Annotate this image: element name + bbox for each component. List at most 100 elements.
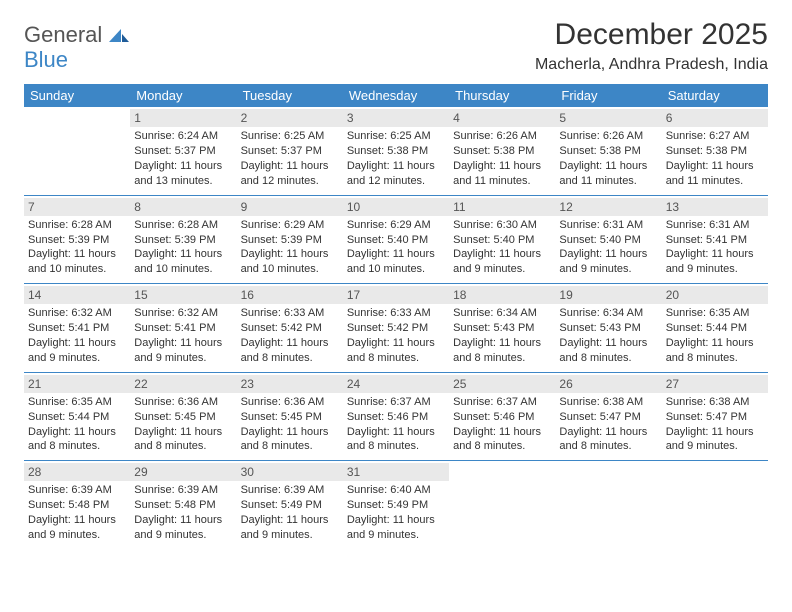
sunset-line: Sunset: 5:41 PM: [134, 321, 232, 336]
sunrise-line: Sunrise: 6:34 AM: [559, 306, 657, 321]
daylight-line: Daylight: 11 hours and 11 minutes.: [453, 159, 551, 189]
sunset-line: Sunset: 5:38 PM: [559, 144, 657, 159]
daylight-line: Daylight: 11 hours and 9 minutes.: [666, 425, 764, 455]
day-header: Friday: [555, 84, 661, 107]
sunrise-line: Sunrise: 6:35 AM: [666, 306, 764, 321]
day-number: 31: [343, 463, 449, 481]
location-label: Macherla, Andhra Pradesh, India: [535, 56, 768, 74]
calendar-cell: 6Sunrise: 6:27 AMSunset: 5:38 PMDaylight…: [662, 107, 768, 195]
sunset-line: Sunset: 5:39 PM: [28, 233, 126, 248]
day-number: 19: [555, 286, 661, 304]
daylight-line: Daylight: 11 hours and 9 minutes.: [134, 336, 232, 366]
brand-part1: General: [24, 22, 102, 47]
calendar-cell: 14Sunrise: 6:32 AMSunset: 5:41 PMDayligh…: [24, 284, 130, 373]
calendar-cell: [662, 461, 768, 549]
calendar-week-row: 14Sunrise: 6:32 AMSunset: 5:41 PMDayligh…: [24, 284, 768, 373]
day-number: 10: [343, 198, 449, 216]
day-number: 20: [662, 286, 768, 304]
daylight-line: Daylight: 11 hours and 9 minutes.: [453, 247, 551, 277]
day-number: 24: [343, 375, 449, 393]
calendar-body: 1Sunrise: 6:24 AMSunset: 5:37 PMDaylight…: [24, 107, 768, 549]
day-number: 27: [662, 375, 768, 393]
daylight-line: Daylight: 11 hours and 8 minutes.: [28, 425, 126, 455]
sunrise-line: Sunrise: 6:38 AM: [559, 395, 657, 410]
day-number: 6: [662, 109, 768, 127]
sunset-line: Sunset: 5:40 PM: [347, 233, 445, 248]
calendar-cell: 30Sunrise: 6:39 AMSunset: 5:49 PMDayligh…: [237, 461, 343, 549]
calendar-week-row: 21Sunrise: 6:35 AMSunset: 5:44 PMDayligh…: [24, 372, 768, 461]
sunset-line: Sunset: 5:48 PM: [134, 498, 232, 513]
sunset-line: Sunset: 5:44 PM: [28, 410, 126, 425]
sunset-line: Sunset: 5:49 PM: [241, 498, 339, 513]
day-header: Thursday: [449, 84, 555, 107]
calendar-week-row: 7Sunrise: 6:28 AMSunset: 5:39 PMDaylight…: [24, 195, 768, 284]
sunrise-line: Sunrise: 6:32 AM: [28, 306, 126, 321]
daylight-line: Daylight: 11 hours and 12 minutes.: [241, 159, 339, 189]
sunset-line: Sunset: 5:38 PM: [453, 144, 551, 159]
sunset-line: Sunset: 5:39 PM: [134, 233, 232, 248]
sunrise-line: Sunrise: 6:26 AM: [453, 129, 551, 144]
daylight-line: Daylight: 11 hours and 9 minutes.: [559, 247, 657, 277]
calendar-cell: [555, 461, 661, 549]
sunset-line: Sunset: 5:45 PM: [134, 410, 232, 425]
day-number: 29: [130, 463, 236, 481]
sunrise-line: Sunrise: 6:39 AM: [241, 483, 339, 498]
daylight-line: Daylight: 11 hours and 9 minutes.: [134, 513, 232, 543]
sunset-line: Sunset: 5:39 PM: [241, 233, 339, 248]
day-number: 26: [555, 375, 661, 393]
calendar-cell: 4Sunrise: 6:26 AMSunset: 5:38 PMDaylight…: [449, 107, 555, 195]
calendar-cell: 3Sunrise: 6:25 AMSunset: 5:38 PMDaylight…: [343, 107, 449, 195]
daylight-line: Daylight: 11 hours and 9 minutes.: [241, 513, 339, 543]
sunrise-line: Sunrise: 6:29 AM: [241, 218, 339, 233]
day-header: Wednesday: [343, 84, 449, 107]
sunrise-line: Sunrise: 6:40 AM: [347, 483, 445, 498]
calendar-cell: 12Sunrise: 6:31 AMSunset: 5:40 PMDayligh…: [555, 195, 661, 284]
sunset-line: Sunset: 5:38 PM: [347, 144, 445, 159]
calendar-week-row: 28Sunrise: 6:39 AMSunset: 5:48 PMDayligh…: [24, 461, 768, 549]
calendar-cell: 1Sunrise: 6:24 AMSunset: 5:37 PMDaylight…: [130, 107, 236, 195]
calendar-cell: 25Sunrise: 6:37 AMSunset: 5:46 PMDayligh…: [449, 372, 555, 461]
daylight-line: Daylight: 11 hours and 8 minutes.: [453, 336, 551, 366]
sunset-line: Sunset: 5:37 PM: [241, 144, 339, 159]
sunrise-line: Sunrise: 6:25 AM: [241, 129, 339, 144]
sunrise-line: Sunrise: 6:34 AM: [453, 306, 551, 321]
day-number: 7: [24, 198, 130, 216]
calendar-cell: 18Sunrise: 6:34 AMSunset: 5:43 PMDayligh…: [449, 284, 555, 373]
calendar-cell: 20Sunrise: 6:35 AMSunset: 5:44 PMDayligh…: [662, 284, 768, 373]
sunrise-line: Sunrise: 6:25 AM: [347, 129, 445, 144]
day-number: 3: [343, 109, 449, 127]
calendar-cell: 11Sunrise: 6:30 AMSunset: 5:40 PMDayligh…: [449, 195, 555, 284]
day-number: 18: [449, 286, 555, 304]
daylight-line: Daylight: 11 hours and 10 minutes.: [28, 247, 126, 277]
brand-logo: General Blue: [24, 18, 129, 73]
calendar-cell: 13Sunrise: 6:31 AMSunset: 5:41 PMDayligh…: [662, 195, 768, 284]
sunrise-line: Sunrise: 6:39 AM: [28, 483, 126, 498]
sunset-line: Sunset: 5:42 PM: [347, 321, 445, 336]
day-number: 9: [237, 198, 343, 216]
day-number: 5: [555, 109, 661, 127]
calendar-cell: 17Sunrise: 6:33 AMSunset: 5:42 PMDayligh…: [343, 284, 449, 373]
month-title: December 2025: [535, 18, 768, 52]
daylight-line: Daylight: 11 hours and 8 minutes.: [241, 425, 339, 455]
brand-part2: Blue: [24, 47, 68, 72]
calendar-cell: 7Sunrise: 6:28 AMSunset: 5:39 PMDaylight…: [24, 195, 130, 284]
sail-icon: [109, 26, 129, 47]
day-header: Saturday: [662, 84, 768, 107]
calendar-cell: 26Sunrise: 6:38 AMSunset: 5:47 PMDayligh…: [555, 372, 661, 461]
sunset-line: Sunset: 5:41 PM: [28, 321, 126, 336]
calendar-cell: 22Sunrise: 6:36 AMSunset: 5:45 PMDayligh…: [130, 372, 236, 461]
sunset-line: Sunset: 5:40 PM: [453, 233, 551, 248]
sunrise-line: Sunrise: 6:37 AM: [453, 395, 551, 410]
day-number: 8: [130, 198, 236, 216]
daylight-line: Daylight: 11 hours and 11 minutes.: [559, 159, 657, 189]
daylight-line: Daylight: 11 hours and 8 minutes.: [347, 425, 445, 455]
sunset-line: Sunset: 5:44 PM: [666, 321, 764, 336]
daylight-line: Daylight: 11 hours and 8 minutes.: [347, 336, 445, 366]
calendar-cell: 27Sunrise: 6:38 AMSunset: 5:47 PMDayligh…: [662, 372, 768, 461]
sunset-line: Sunset: 5:41 PM: [666, 233, 764, 248]
calendar-cell: 8Sunrise: 6:28 AMSunset: 5:39 PMDaylight…: [130, 195, 236, 284]
sunset-line: Sunset: 5:47 PM: [666, 410, 764, 425]
calendar-cell: 29Sunrise: 6:39 AMSunset: 5:48 PMDayligh…: [130, 461, 236, 549]
calendar-table: SundayMondayTuesdayWednesdayThursdayFrid…: [24, 84, 768, 549]
calendar-cell: 28Sunrise: 6:39 AMSunset: 5:48 PMDayligh…: [24, 461, 130, 549]
